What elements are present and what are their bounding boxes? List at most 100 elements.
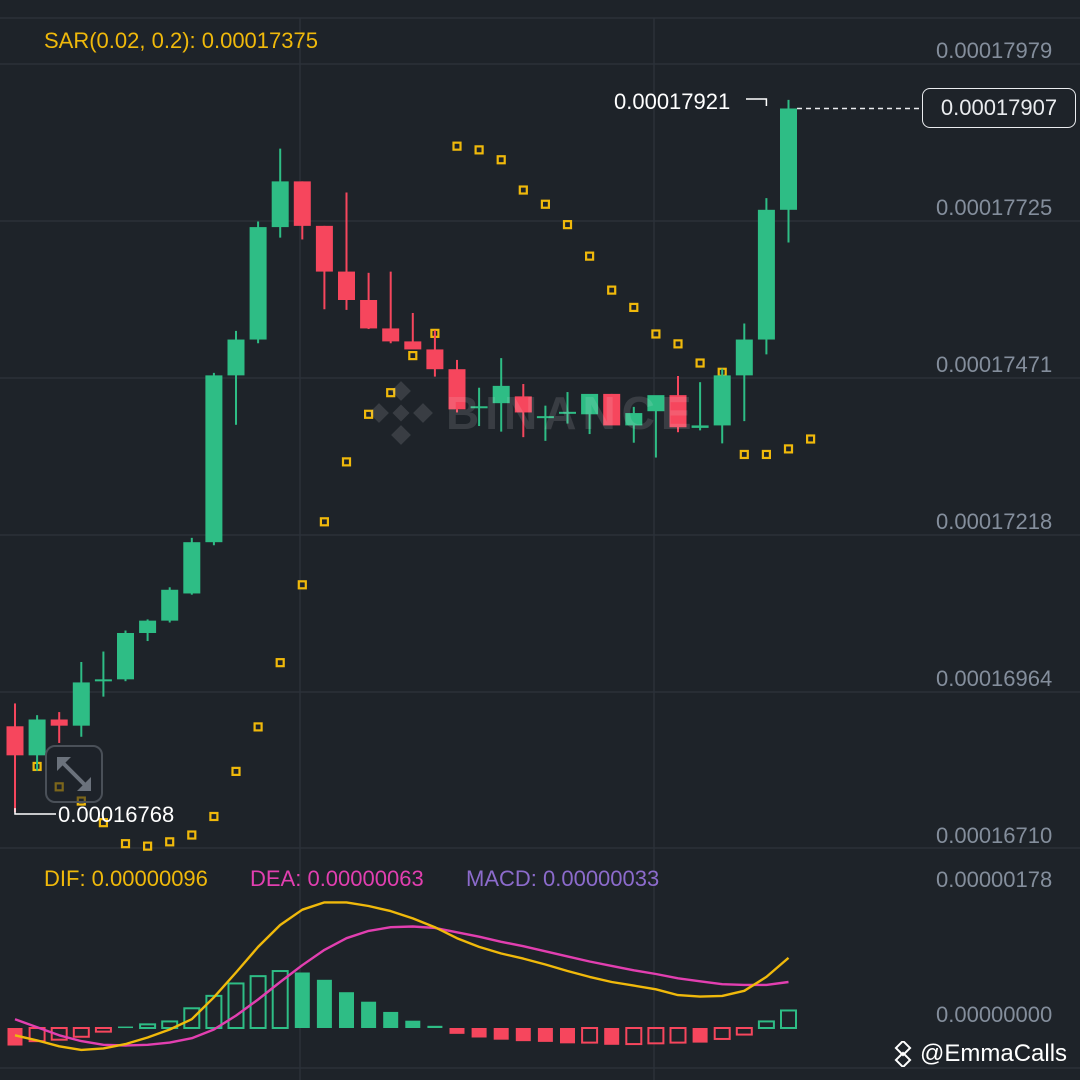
low-marker-leader <box>14 808 56 815</box>
macd-indicator-label: MACD: 0.00000033 <box>466 866 660 891</box>
candle-body <box>117 633 134 680</box>
sar-dot <box>187 830 197 840</box>
sar-dot <box>253 722 263 732</box>
sar-dot <box>297 580 307 590</box>
sar-dot <box>408 351 418 361</box>
sar-dot <box>143 841 153 851</box>
candle-body <box>581 393 599 415</box>
sar-dot <box>120 839 131 849</box>
macd-bar <box>735 1027 753 1036</box>
sar-dot <box>761 449 772 460</box>
sar-dot <box>275 658 285 668</box>
price-axis-label: 0.00017979 <box>936 38 1053 63</box>
macd-bar <box>713 1027 731 1040</box>
candle-body <box>139 620 157 634</box>
candle-body <box>227 339 245 376</box>
macd-bar <box>405 1020 421 1028</box>
candle-body <box>448 369 466 410</box>
candle-body <box>161 589 179 621</box>
current-price-tag: 0.00017907 <box>922 88 1076 128</box>
candle-body <box>382 328 400 342</box>
macd-bar <box>560 1028 575 1044</box>
candle-body <box>713 375 731 426</box>
macd-bar <box>118 1026 133 1029</box>
sar-dot <box>319 517 329 527</box>
sar-dot <box>165 837 175 847</box>
candle-body <box>338 271 355 301</box>
candle-body <box>514 396 532 413</box>
sar-dot <box>496 155 506 165</box>
candle-body <box>757 209 775 340</box>
macd-bar <box>271 970 289 1029</box>
price-axis-label: 0.00016710 <box>936 823 1053 848</box>
macd-bar <box>780 1009 797 1030</box>
high-price-marker: 0.00017921 <box>614 89 731 114</box>
sar-dot <box>209 811 219 822</box>
candle-body <box>470 406 488 409</box>
candle-body <box>492 385 510 404</box>
price-axis-label: 0.00017725 <box>936 195 1053 220</box>
candle-body <box>625 413 643 426</box>
sar-dots <box>10 141 816 851</box>
sar-dot <box>474 145 484 155</box>
macd-bar <box>647 1027 665 1045</box>
sar-dot <box>695 358 705 368</box>
dea-line <box>14 925 789 1047</box>
sar-dot <box>607 285 617 295</box>
candles <box>6 99 797 813</box>
macd-bar <box>316 979 332 1028</box>
candle-body <box>183 542 201 594</box>
sar-indicator-label: SAR(0.02, 0.2): 0.00017375 <box>44 28 318 53</box>
sar-dot <box>231 766 241 776</box>
sar-dot <box>805 434 816 444</box>
macd-bar <box>669 1027 687 1044</box>
candle-body <box>691 425 709 428</box>
macd-bar <box>449 1028 465 1034</box>
candle-body <box>603 393 621 426</box>
dif-line <box>14 901 790 1052</box>
sar-dot <box>673 339 683 349</box>
price-axis-label: 0.00016964 <box>936 666 1053 691</box>
sar-dot <box>584 251 595 261</box>
candle-body <box>293 181 311 226</box>
candle-body <box>559 411 576 414</box>
macd-bar <box>427 1025 443 1028</box>
grid-lines <box>0 17 1080 1080</box>
high-marker-leader <box>746 98 768 106</box>
macd-bar <box>7 1028 23 1046</box>
candle-body <box>249 227 267 340</box>
macd-bar <box>383 1011 399 1028</box>
macd-bar <box>493 1028 509 1040</box>
candle-body <box>735 339 753 376</box>
price-axis-label: 0.00017471 <box>936 352 1053 377</box>
macd-histogram <box>7 970 797 1046</box>
price-annotations <box>14 98 922 815</box>
author-credit: @EmmaCalls <box>890 1040 1067 1068</box>
candle-body <box>6 726 24 756</box>
sar-dot <box>518 185 528 195</box>
macd-bar <box>183 1007 201 1029</box>
macd-bar <box>227 982 245 1030</box>
expand-arrows-icon <box>57 757 91 791</box>
macd-bar <box>625 1027 643 1046</box>
sar-dot <box>452 141 462 151</box>
price-axis-label: 0.00017218 <box>936 509 1053 534</box>
binance-square-icon <box>894 1041 912 1067</box>
macd-bar <box>757 1020 775 1029</box>
candle-body <box>669 395 687 428</box>
candle-body <box>205 375 223 543</box>
macd-bar <box>604 1028 620 1045</box>
binance-watermark: BINANCE <box>366 378 696 448</box>
candle-body <box>780 108 797 210</box>
macd-axis-label: 0.00000000 <box>936 1002 1053 1027</box>
sar-dot <box>364 409 374 419</box>
binance-logo-icon <box>369 381 433 445</box>
sar-dot <box>651 329 661 339</box>
dea-indicator-label: DEA: 0.00000063 <box>250 866 424 891</box>
macd-bar <box>139 1023 157 1029</box>
expand-button[interactable] <box>45 745 103 803</box>
macd-bar <box>249 975 267 1029</box>
dif-indicator-label: DIF: 0.00000096 <box>44 866 208 891</box>
sar-dot <box>629 302 639 313</box>
